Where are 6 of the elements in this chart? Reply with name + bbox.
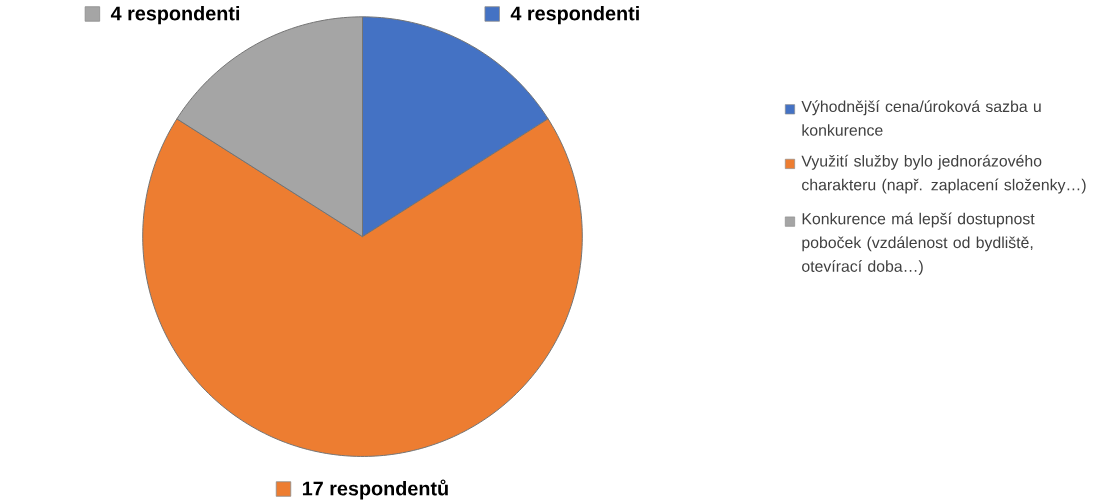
data-label: 4 respondenti	[110, 5, 240, 25]
legend-label: Využití služby bylo jednorázového charakteru (např. zaplacení složenky…)	[801, 154, 1086, 194]
legend-label: Výhodnější cena/úroková sazba u konkurence	[801, 100, 1041, 136]
legend-label: Konkurence má lepší dostupnost poboček (vzdálenost od bydliště, otevírací doba…)	[802, 212, 1035, 276]
data-label: 4 respondenti	[510, 5, 639, 25]
data-label: 17 respondentů	[302, 479, 448, 500]
